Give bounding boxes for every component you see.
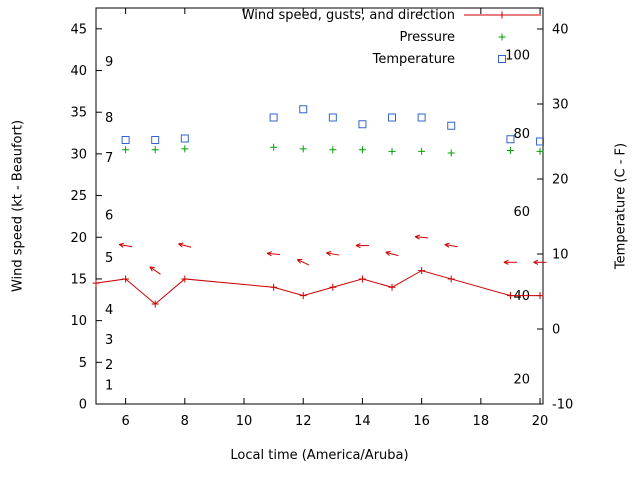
svg-text:10: 10: [552, 248, 569, 263]
svg-text:60: 60: [513, 205, 530, 220]
svg-text:45: 45: [70, 22, 87, 37]
svg-text:2: 2: [105, 358, 113, 373]
svg-text:15: 15: [70, 272, 87, 287]
x-axis: 6 8 10 12 14 16 18 20: [121, 8, 548, 429]
svg-text:18: 18: [473, 414, 490, 429]
svg-text:20: 20: [70, 231, 87, 246]
svg-text:30: 30: [552, 98, 569, 113]
svg-text:12: 12: [295, 414, 312, 429]
fahrenheit-labels: 20 40 60 80 100: [505, 48, 530, 387]
plot-border: [95, 7, 544, 405]
svg-text:4: 4: [105, 303, 113, 318]
svg-text:0: 0: [79, 398, 87, 413]
svg-text:20: 20: [513, 372, 530, 387]
svg-text:10: 10: [70, 314, 87, 329]
pressure-series: [122, 143, 544, 157]
svg-text:20: 20: [552, 173, 569, 188]
legend: Wind speed, gusts, and direction Pressure…: [242, 8, 541, 67]
wind-speed-series: [92, 267, 544, 308]
gust-arrows-series: [118, 234, 547, 275]
svg-text:1: 1: [105, 379, 113, 394]
svg-text:100: 100: [505, 48, 530, 63]
svg-text:40: 40: [513, 289, 530, 304]
svg-text:25: 25: [70, 189, 87, 204]
svg-text:5: 5: [79, 356, 87, 371]
svg-text:8: 8: [105, 111, 113, 126]
svg-text:8: 8: [181, 414, 189, 429]
svg-text:9: 9: [105, 55, 113, 70]
y-axis-right-title: Temperature (C - F): [613, 142, 629, 270]
x-axis-title: Local time (America/Aruba): [230, 448, 409, 463]
svg-text:40: 40: [70, 64, 87, 79]
svg-text:5: 5: [105, 251, 113, 266]
svg-text:Temperature: Temperature: [372, 52, 455, 67]
svg-text:16: 16: [413, 414, 430, 429]
svg-text:20: 20: [532, 414, 549, 429]
svg-text:10: 10: [236, 414, 253, 429]
svg-text:80: 80: [513, 127, 530, 142]
beaufort-labels: 1 2 3 4 5 6 7 8 9: [105, 55, 113, 393]
svg-text:Wind speed, gusts, and directi: Wind speed, gusts, and direction: [242, 8, 455, 23]
svg-text:14: 14: [354, 414, 371, 429]
svg-text:Pressure: Pressure: [399, 30, 455, 45]
svg-text:6: 6: [121, 414, 129, 429]
y-axis-left-title: Wind speed (kt - Beaufort): [10, 119, 26, 293]
svg-text:35: 35: [70, 106, 87, 121]
svg-text:6: 6: [105, 209, 113, 224]
svg-text:3: 3: [105, 333, 113, 348]
y-axis-left: 0 5 10 15 20 25 30 35 40 45: [70, 22, 102, 413]
svg-text:0: 0: [552, 323, 560, 338]
svg-text:40: 40: [552, 23, 569, 38]
svg-text:30: 30: [70, 147, 87, 162]
svg-text:-10: -10: [552, 398, 573, 413]
temperature-series: [121, 105, 545, 146]
y-axis-right: -10 0 10 20 30 40: [537, 23, 573, 413]
svg-text:7: 7: [105, 151, 113, 166]
